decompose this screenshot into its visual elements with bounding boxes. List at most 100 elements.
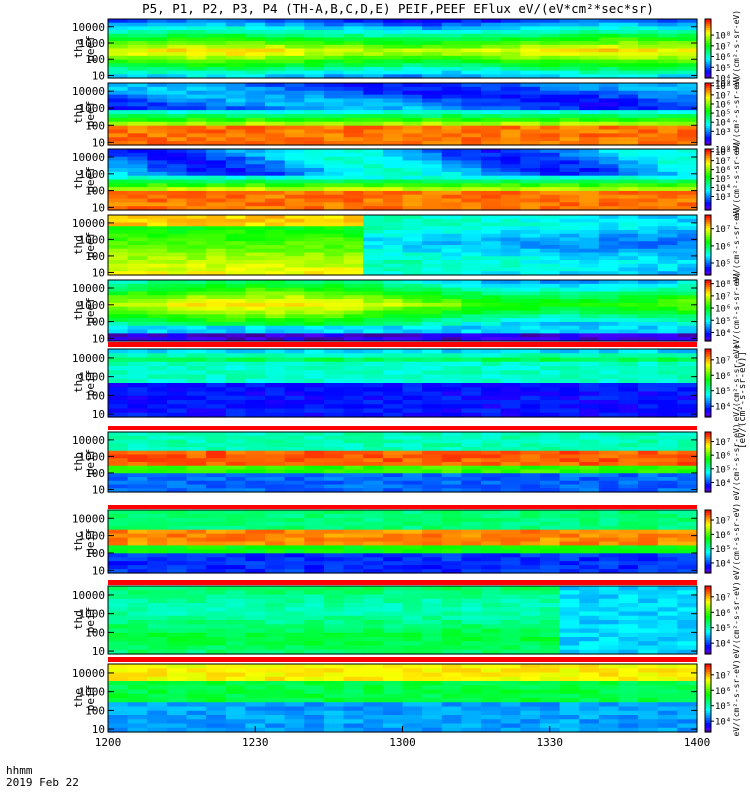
spectrogram-cell xyxy=(638,183,659,188)
colorbar-frame xyxy=(704,509,712,574)
spectrogram-cell xyxy=(284,517,305,523)
colorbar-step xyxy=(705,268,711,272)
spectrogram-cell xyxy=(461,603,482,608)
spectrogram-cell xyxy=(677,44,698,50)
spectrogram-cell xyxy=(539,66,561,72)
spectrogram-cell xyxy=(284,106,305,111)
spectrogram-cell xyxy=(323,30,345,35)
spectrogram-cell xyxy=(382,33,404,39)
spectrogram-cell xyxy=(382,22,404,27)
spectrogram-cell xyxy=(657,94,678,100)
spectrogram-cell xyxy=(284,465,305,471)
spectrogram-cell xyxy=(304,649,325,655)
spectrogram-cell xyxy=(323,233,345,239)
spectrogram-cell xyxy=(422,44,443,50)
spectrogram-cell xyxy=(677,561,698,566)
spectrogram-cell xyxy=(108,256,129,261)
spectrogram-cell xyxy=(284,681,305,686)
spectrogram-cell xyxy=(461,198,482,203)
spectrogram-cell xyxy=(520,545,541,550)
spectrogram-cell xyxy=(186,517,207,523)
spectrogram-cell xyxy=(363,41,384,46)
spectrogram-cell xyxy=(186,620,207,625)
spectrogram-cell xyxy=(265,529,286,535)
spectrogram-cell xyxy=(206,611,227,617)
spectrogram-cell xyxy=(284,149,305,154)
spectrogram-cell xyxy=(284,70,305,75)
spectrogram-cell xyxy=(579,202,600,207)
spectrogram-cell xyxy=(481,198,502,203)
spectrogram-cell xyxy=(284,237,305,242)
spectrogram-cell xyxy=(618,226,639,231)
spectrogram-cell xyxy=(108,168,129,173)
y-tick-label: 10000 xyxy=(72,151,105,164)
spectrogram-cell xyxy=(618,114,639,119)
spectrogram-cell xyxy=(127,125,148,131)
spectrogram-cell xyxy=(363,271,384,276)
spectrogram-cell xyxy=(481,404,502,410)
spectrogram-cell xyxy=(186,607,207,613)
spectrogram-cell xyxy=(559,110,580,115)
spectrogram-cell xyxy=(441,408,462,414)
spectrogram-cell xyxy=(657,641,678,647)
spectrogram-cell xyxy=(166,245,188,250)
spectrogram-cell xyxy=(579,454,600,459)
spectrogram-cell xyxy=(206,370,227,376)
spectrogram-cell xyxy=(323,477,345,482)
spectrogram-cell xyxy=(363,432,384,437)
spectrogram-cell xyxy=(402,160,423,165)
colorbar-step xyxy=(705,400,711,404)
spectrogram-cell xyxy=(127,302,148,308)
spectrogram-cell xyxy=(598,557,620,562)
spectrogram-cell xyxy=(441,395,462,401)
spectrogram-cell xyxy=(166,462,188,467)
spectrogram-cell xyxy=(402,541,423,547)
colorbar-tick-label: 10⁹ xyxy=(715,146,731,156)
spectrogram-cell xyxy=(500,454,521,459)
spectrogram-cell xyxy=(147,206,168,211)
colorbar-step xyxy=(705,238,711,242)
spectrogram-cell xyxy=(166,668,188,674)
spectrogram-cell xyxy=(402,477,423,482)
spectrogram-cell xyxy=(127,480,148,486)
spectrogram-cell xyxy=(657,632,678,638)
spectrogram-cell xyxy=(382,198,404,203)
spectrogram-cell xyxy=(677,408,698,414)
spectrogram-cell xyxy=(127,164,148,169)
spectrogram-cell xyxy=(127,198,148,203)
spectrogram-cell xyxy=(206,465,227,471)
spectrogram-cell xyxy=(520,194,541,200)
spectrogram-cell xyxy=(284,649,305,655)
spectrogram-cell xyxy=(402,333,423,338)
spectrogram-cell xyxy=(539,337,561,342)
spectrogram-cell xyxy=(206,110,227,115)
spectrogram-cell xyxy=(559,26,580,31)
spectrogram-cell xyxy=(127,83,148,88)
spectrogram-cell xyxy=(265,90,286,96)
spectrogram-cell xyxy=(539,141,561,146)
spectrogram-cell xyxy=(382,480,404,486)
spectrogram-cell xyxy=(559,366,580,371)
spectrogram-cell xyxy=(677,252,698,257)
spectrogram-cell xyxy=(127,594,148,600)
spectrogram-cell xyxy=(127,222,148,227)
spectrogram-cell xyxy=(343,439,364,444)
spectrogram-cell xyxy=(500,325,521,331)
colorbar-step xyxy=(705,451,711,455)
spectrogram-cell xyxy=(441,164,462,169)
spectrogram-cell xyxy=(559,607,580,613)
spectrogram-cell xyxy=(284,693,305,699)
spectrogram-cell xyxy=(520,462,541,467)
spectrogram-cell xyxy=(323,484,345,489)
spectrogram-cell xyxy=(657,513,678,519)
spectrogram-cell xyxy=(539,603,561,608)
spectrogram-cell xyxy=(206,160,227,165)
spectrogram-cell xyxy=(206,533,227,539)
spectrogram-cell xyxy=(441,545,462,550)
spectrogram-cell xyxy=(265,521,286,527)
colorbar-frame xyxy=(704,348,712,418)
spectrogram-cell xyxy=(343,603,364,608)
spectrogram-cell xyxy=(343,280,364,285)
spectrogram-cell xyxy=(520,175,541,181)
spectrogram-cell xyxy=(559,66,580,72)
